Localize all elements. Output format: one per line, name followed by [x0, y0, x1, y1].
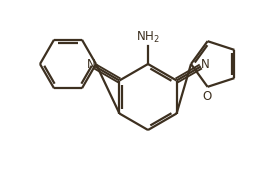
Text: N: N — [86, 57, 95, 70]
Text: NH$_2$: NH$_2$ — [136, 30, 160, 45]
Text: N: N — [201, 57, 210, 70]
Text: O: O — [202, 90, 211, 103]
